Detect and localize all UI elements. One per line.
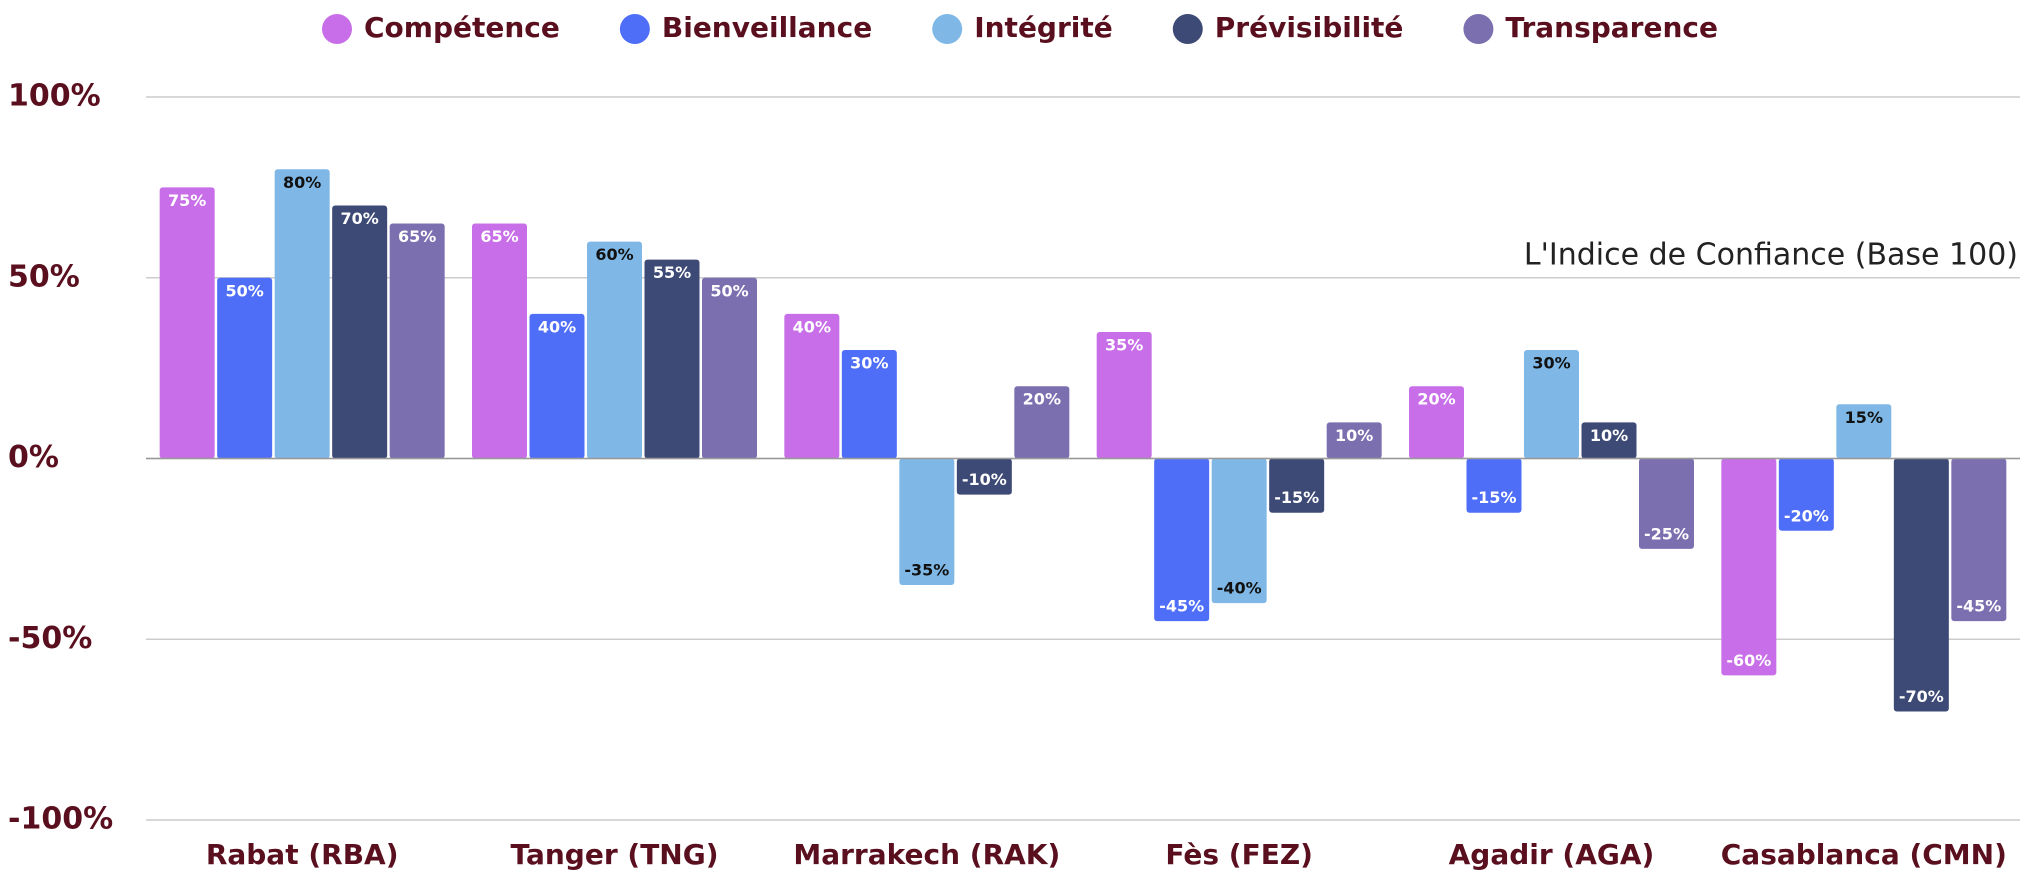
bar: [389, 223, 445, 459]
bar: [1893, 458, 1949, 712]
legend-marker: [1172, 14, 1203, 44]
legend-label: Bienveillance: [662, 11, 872, 44]
y-tick-label: 100%: [8, 79, 101, 114]
bar: [159, 187, 215, 459]
bar: [1409, 386, 1464, 459]
bar: [1721, 458, 1777, 676]
data-label: 70%: [341, 209, 379, 228]
data-label: 75%: [168, 191, 206, 210]
data-label: -35%: [904, 561, 949, 580]
legend-marker: [619, 14, 650, 44]
bar: [1581, 422, 1637, 459]
data-label: 30%: [1532, 354, 1570, 373]
bar: [1096, 331, 1152, 459]
bar: [1778, 458, 1834, 531]
data-label: 15%: [1845, 408, 1883, 427]
annotation: L'Indice de Confiance (Base 100): [1524, 238, 2018, 273]
legend-label: Intégrité: [974, 11, 1113, 44]
data-label: 80%: [283, 173, 321, 192]
data-label: 20%: [1417, 390, 1455, 409]
data-label: 10%: [1335, 426, 1373, 445]
bar: [1951, 458, 2007, 622]
x-tick-label: Marrakech (RAK): [793, 838, 1060, 871]
bar: [1639, 458, 1694, 549]
bar: [644, 259, 700, 459]
data-label: -45%: [1956, 597, 2001, 616]
bar: [1269, 458, 1325, 513]
x-tick-label: Fès (FEZ): [1165, 838, 1313, 871]
x-tick-label: Casablanca (CMN): [1721, 838, 2007, 871]
x-tick-label: Rabat (RBA): [206, 838, 399, 871]
bar: [956, 458, 1012, 495]
bar: [274, 169, 330, 459]
bar: [1524, 350, 1579, 459]
data-label: 60%: [595, 245, 633, 264]
bar: [529, 313, 585, 459]
bar: [1836, 404, 1892, 459]
y-tick-label: -100%: [8, 802, 113, 837]
data-label: 40%: [793, 317, 831, 336]
bar: [217, 277, 273, 459]
bar: [1014, 386, 1070, 459]
x-tick-label: Agadir (AGA): [1449, 838, 1655, 871]
legend-label: Prévisibilité: [1215, 11, 1404, 44]
data-label: 65%: [480, 227, 518, 246]
data-label: -40%: [1217, 579, 1262, 598]
bar: [702, 277, 757, 459]
y-tick-label: 50%: [8, 259, 80, 294]
bar: [1326, 422, 1382, 459]
bar: [899, 458, 955, 586]
data-label: -25%: [1644, 524, 1689, 543]
bar: [587, 241, 642, 459]
data-label: 40%: [538, 317, 576, 336]
data-label: -20%: [1784, 506, 1829, 525]
bar: [841, 350, 897, 459]
legend-label: Compétence: [364, 11, 560, 44]
bar: [332, 205, 388, 459]
data-label: -70%: [1899, 687, 1944, 706]
data-label: -15%: [1472, 488, 1517, 507]
bar: [784, 313, 840, 459]
data-label: -15%: [1274, 488, 1319, 507]
data-label: 20%: [1023, 390, 1061, 409]
bar: [1211, 458, 1267, 604]
data-label: 65%: [398, 227, 436, 246]
y-tick-label: -50%: [8, 621, 92, 656]
data-label: 30%: [850, 354, 888, 373]
bar: [1466, 458, 1522, 513]
data-label: 10%: [1590, 426, 1628, 445]
data-label: 35%: [1105, 335, 1143, 354]
y-tick-label: 0%: [8, 440, 59, 475]
legend-marker: [321, 14, 352, 44]
legend-marker: [932, 14, 963, 44]
legend-label: Transparence: [1505, 11, 1718, 44]
bar: [1154, 458, 1210, 622]
data-label: 55%: [653, 263, 691, 282]
data-label: -45%: [1159, 597, 1204, 616]
bar: [472, 223, 527, 459]
data-label: 50%: [710, 281, 748, 300]
legend-marker: [1463, 14, 1494, 44]
data-label: -10%: [962, 470, 1007, 489]
data-label: 50%: [226, 281, 264, 300]
data-label: -60%: [1726, 651, 1771, 670]
x-tick-label: Tanger (TNG): [510, 838, 718, 871]
